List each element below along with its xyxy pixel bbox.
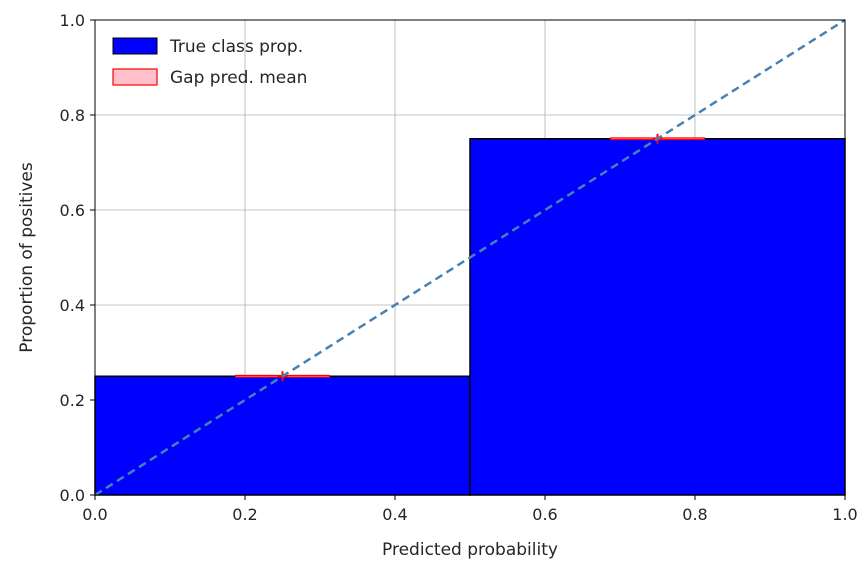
- y-axis-ticks: 0.0 0.2 0.4 0.6 0.8 1.0: [60, 11, 95, 505]
- legend-swatch-true-class: [112, 37, 158, 55]
- y-tick-label-1: 0.2: [60, 391, 85, 410]
- bar-true-class-0: [94, 375, 471, 496]
- y-axis-label: Proportion of positives: [17, 162, 37, 353]
- x-tick-label-2: 0.4: [382, 505, 407, 524]
- perfect-calibration-line: [94, 18, 846, 497]
- x-tick-label-3: 0.6: [532, 505, 557, 524]
- plot-frame: [94, 19, 846, 496]
- legend-swatch-gap: [112, 68, 158, 86]
- y-tick-label-5: 1.0: [60, 11, 85, 30]
- y-tick-label-0: 0.0: [60, 486, 85, 505]
- bar-true-class-1: [469, 138, 846, 496]
- legend: True class prop. Gap pred. mean: [112, 37, 307, 88]
- x-axis-label: Predicted probability: [382, 540, 558, 560]
- y-tick-label-4: 0.8: [60, 106, 85, 125]
- x-tick-label-0: 0.0: [82, 505, 107, 524]
- x-tick-label-5: 1.0: [832, 505, 857, 524]
- x-tick-label-4: 0.8: [682, 505, 707, 524]
- y-tick-label-2: 0.4: [60, 296, 85, 315]
- x-tick-label-1: 0.2: [232, 505, 257, 524]
- legend-label-gap: Gap pred. mean: [170, 68, 307, 88]
- x-axis-ticks: 0.0 0.2 0.4 0.6 0.8 1.0: [82, 495, 858, 524]
- y-tick-label-3: 0.6: [60, 201, 85, 220]
- legend-label-true-class: True class prop.: [169, 37, 303, 57]
- bars-group: [94, 138, 846, 496]
